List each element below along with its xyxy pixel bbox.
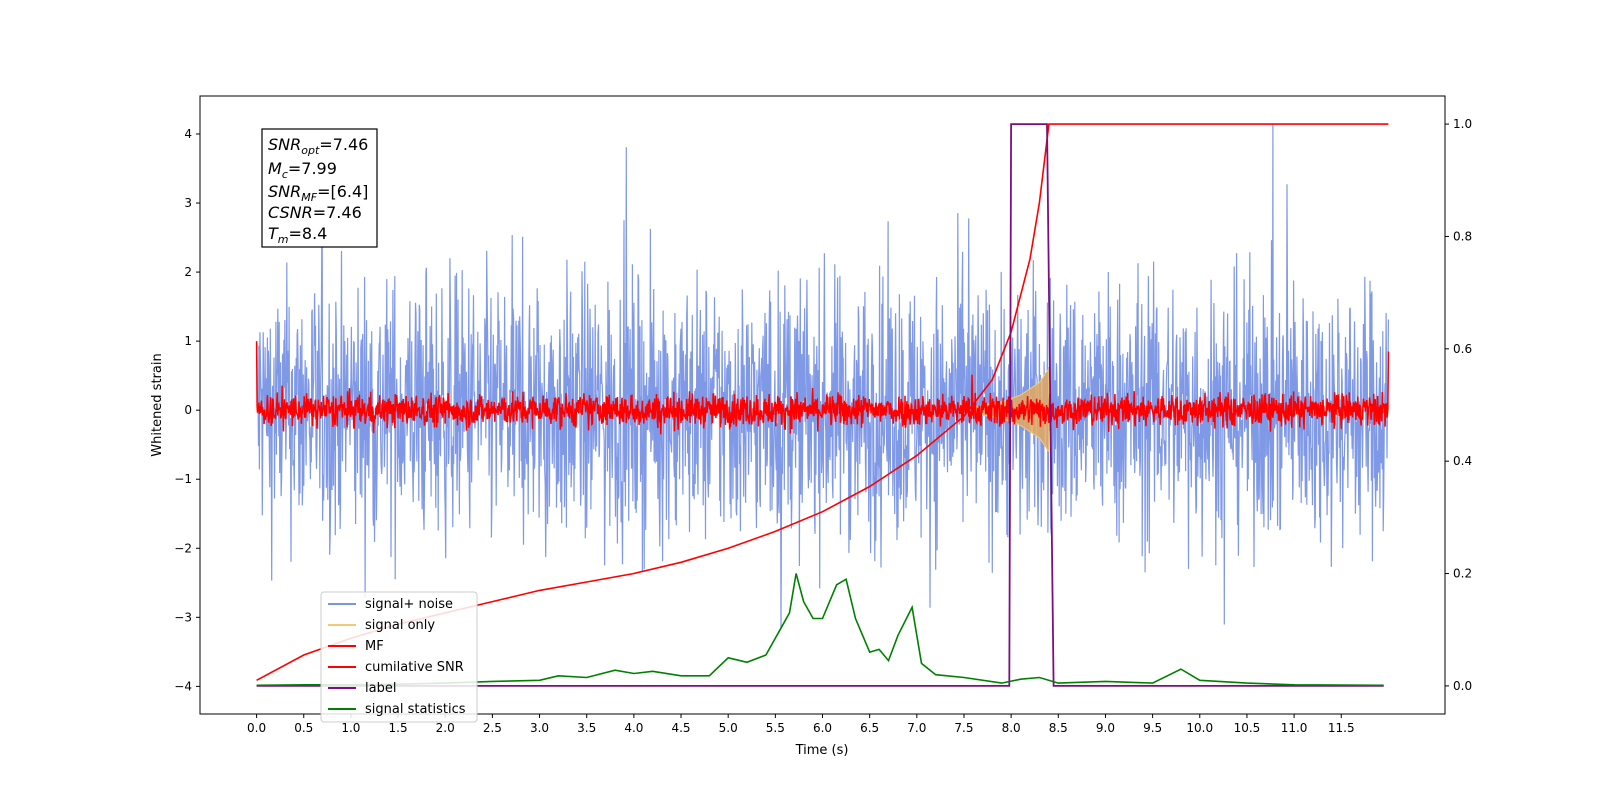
y-right-tick-label: 0.8	[1453, 229, 1472, 243]
annotation-tm: Tm=8.4	[268, 224, 327, 246]
x-tick-label: 9.5	[1143, 721, 1162, 735]
y-left-tick-label: 1	[184, 334, 192, 348]
x-tick-label: 2.0	[436, 721, 455, 735]
annotation-mc: Mc=7.99	[268, 159, 337, 181]
legend-label-cumulative-snr: cumilative SNR	[365, 660, 464, 675]
x-tick-label: 6.5	[860, 721, 879, 735]
x-tick-label: 8.5	[1049, 721, 1068, 735]
x-tick-label: 0.5	[294, 721, 313, 735]
series-label	[256, 123, 1384, 687]
x-tick-label: 10.5	[1234, 721, 1261, 735]
annotation-snr-mf: SNRMF=[6.4]	[268, 182, 368, 204]
x-tick-label: 4.5	[671, 721, 690, 735]
annotation-snr-opt: SNRopt=7.46	[268, 135, 368, 157]
series-signal-noise	[256, 123, 1389, 629]
legend-label-signal-statistics: signal statistics	[365, 702, 466, 717]
annotation-csnr: CSNR=7.46	[268, 203, 362, 222]
y-right-tick-label: 0.6	[1453, 342, 1472, 356]
series-signal-statistics	[256, 573, 1384, 687]
x-tick-label: 6.0	[813, 721, 832, 735]
x-axis-label: Time (s)	[795, 743, 849, 758]
y-right-tick-label: 0.4	[1453, 454, 1472, 468]
x-tick-label: 1.0	[341, 721, 360, 735]
legend-label-signal-noise: signal+ noise	[365, 597, 453, 612]
x-tick-label: 10.0	[1186, 721, 1213, 735]
x-tick-label: 5.5	[766, 721, 785, 735]
y-left-tick-label: −4	[174, 679, 192, 693]
x-tick-label: 2.5	[483, 721, 502, 735]
x-tick-label: 5.0	[719, 721, 738, 735]
legend: signal+ noise signal only MF cumilative …	[320, 591, 478, 723]
legend-label-signal-only: signal only	[365, 618, 435, 633]
y-left-tick-label: 0	[184, 403, 192, 417]
x-tick-label: 7.0	[907, 721, 926, 735]
y-right-tick-label: 0.2	[1453, 567, 1472, 581]
series-mf	[255, 341, 1390, 435]
x-tick-label: 3.0	[530, 721, 549, 735]
y-left-tick-label: 3	[184, 196, 192, 210]
x-tick-label: 11.5	[1328, 721, 1355, 735]
series-layer	[255, 123, 1390, 687]
y-axis-label: Whitened strain	[150, 353, 165, 456]
y-left-tick-label: 2	[184, 265, 192, 279]
y-right-tick-label: 0.0	[1453, 679, 1472, 693]
x-tick-label: 3.5	[577, 721, 596, 735]
x-tick-label: 7.5	[954, 721, 973, 735]
x-tick-label: 1.5	[389, 721, 408, 735]
legend-label-label: label	[365, 681, 396, 696]
y-left-tick-label: 4	[184, 127, 192, 141]
x-tick-label: 4.0	[624, 721, 643, 735]
y-left-tick-label: −2	[174, 541, 192, 555]
x-tick-label: 0.0	[247, 721, 266, 735]
x-tick-label: 8.0	[1002, 721, 1021, 735]
y-left-tick-label: −1	[174, 472, 192, 486]
y-left-tick-label: −3	[174, 610, 192, 624]
legend-label-mf: MF	[365, 639, 384, 654]
ticks-layer: 0.0 0.5 1.0 1.5 2.0 2.5 3.0 3.5 4.0 4.5 5.0 5.5 6.0 6…	[174, 117, 1472, 735]
y-right-tick-label: 1.0	[1453, 117, 1472, 131]
x-tick-label: 9.0	[1096, 721, 1115, 735]
x-tick-label: 11.0	[1281, 721, 1308, 735]
annotation-box: SNRopt=7.46 Mc=7.99 SNRMF=[6.4] CSNR=7.4…	[261, 128, 378, 248]
